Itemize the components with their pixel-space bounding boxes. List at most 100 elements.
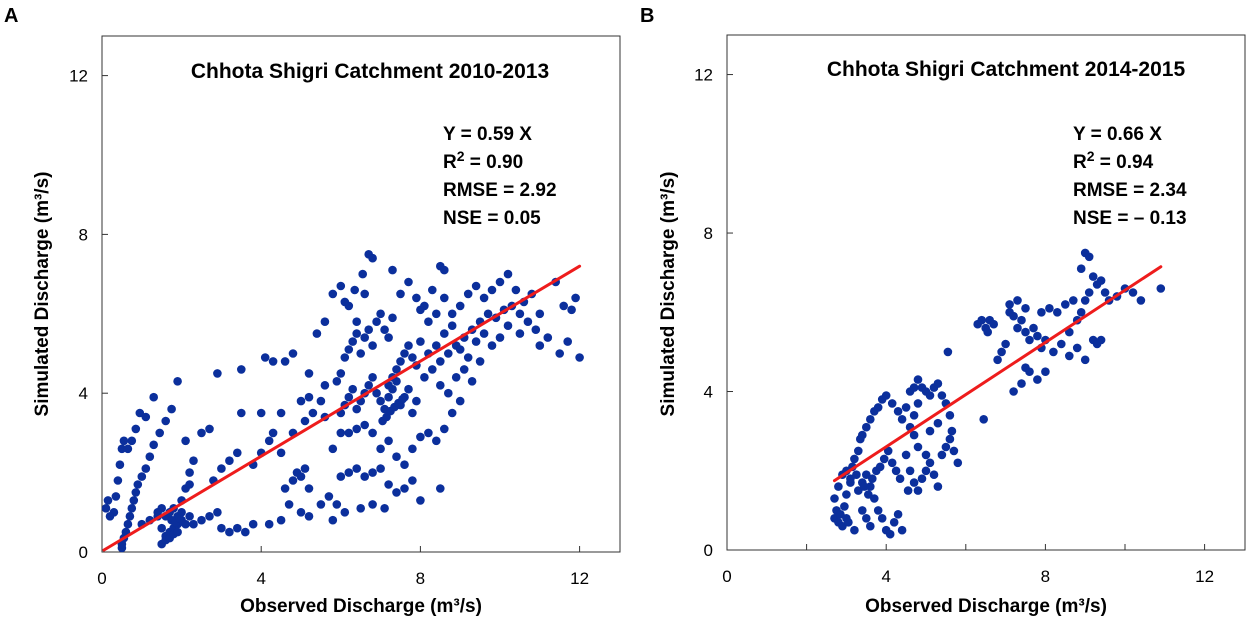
panel-a-data-point	[213, 508, 222, 517]
panel-a-data-point	[455, 396, 465, 406]
panel-a-data-point	[360, 333, 370, 342]
panel-a-data-point	[384, 333, 393, 342]
panel-b-fit-line	[832, 265, 1163, 483]
panel-b-data-point	[860, 482, 869, 491]
panel-b-data-point	[862, 422, 871, 432]
panel-a-data-point	[368, 341, 377, 350]
panel-a-data-point	[127, 504, 137, 513]
panel-b-data-point	[893, 407, 903, 416]
panel-a-data-point	[356, 504, 366, 513]
panel-b-data-point	[1005, 300, 1014, 309]
panel-a-y-tick-label: 4	[79, 384, 88, 403]
panel-b-data-point	[834, 482, 843, 491]
panel-b-stat-equation: Y = 0.66 X	[1073, 124, 1162, 145]
panel-b-data-point	[1001, 339, 1010, 349]
panel-a-data-point	[288, 476, 298, 485]
panel-a-data-point	[217, 464, 226, 473]
panel-a-data-point	[384, 480, 393, 489]
panel-a-title: Chhota Shigri Catchment 2010-2013	[191, 60, 549, 83]
panel-a-data-point	[205, 424, 214, 434]
panel-a-data-point	[376, 309, 385, 319]
panel-b-data-point	[887, 399, 897, 408]
panel-b-data-point	[1096, 276, 1106, 285]
panel-b-data-point	[887, 458, 897, 468]
panel-a-data-point	[264, 436, 274, 446]
panel-b-data-point	[909, 478, 919, 487]
panel-a-data-point	[284, 500, 294, 509]
panel-a-data-point	[320, 381, 330, 390]
panel-a-x-tick-label: 4	[256, 569, 265, 588]
panel-a-data-point	[155, 428, 164, 438]
panel-a-x-tick-label: 0	[97, 569, 106, 588]
panel-b-data-point	[854, 446, 863, 456]
panel-a-data-point	[332, 500, 342, 509]
panel-a-data-point	[344, 468, 354, 477]
panel-a-data-point	[451, 373, 461, 382]
panel-b-data-point	[1049, 347, 1058, 357]
panel-a-stat-r2: R2 = 0.90	[443, 148, 523, 173]
panel-a-data-point	[428, 285, 437, 295]
panel-a-data-point	[503, 321, 513, 331]
panel-a-data-point	[141, 464, 151, 473]
panel-a-data-point	[344, 428, 354, 438]
panel-a-data-point	[197, 515, 206, 525]
panel-a-data-point	[412, 293, 421, 303]
panel-b-data-point	[830, 494, 839, 503]
panel-b-x-tick-label: 8	[1041, 567, 1050, 586]
panel-a-data-point	[400, 484, 409, 493]
panel-a-letter: A	[4, 5, 18, 27]
panel-b-data-point	[1021, 363, 1030, 373]
panel-a-data-point	[408, 444, 417, 454]
panel-b-data-point	[945, 434, 955, 444]
panel-b-data-point	[1037, 308, 1046, 317]
panel-a-data-point	[123, 519, 133, 529]
panel-a-data-point	[129, 496, 139, 505]
panel-a-data-point	[308, 408, 318, 418]
panel-b-data-point	[1076, 308, 1086, 317]
panel-a-data-point	[463, 289, 473, 299]
panel-b-data-point	[1156, 284, 1166, 293]
panel-b-axes: 0 4 8 12 0 4 8 12	[694, 66, 1214, 586]
panel-a-data-point	[145, 452, 155, 462]
panel-a-data-point	[233, 448, 242, 458]
panel-a-data-point	[248, 519, 258, 529]
panel-a-data-point	[440, 424, 449, 434]
panel-b-data-point	[909, 383, 919, 392]
panel-b-data-point	[883, 446, 893, 456]
panel-b-data-point	[1029, 323, 1038, 333]
panel-a-data-point	[181, 519, 190, 529]
panel-a-data-point	[416, 432, 425, 442]
panel-a-data-point	[376, 444, 385, 454]
panel-a-x-tick-label: 12	[570, 569, 589, 588]
panel-a-data-point	[256, 408, 266, 418]
panel-b-data-point	[917, 474, 927, 484]
panel-a-data-point	[296, 508, 306, 517]
panel-a-y-tick-label: 12	[69, 67, 88, 86]
panel-b-data-point	[913, 375, 923, 384]
panel-a-data-point	[436, 484, 445, 493]
panel-a-data-point	[447, 321, 457, 331]
panel-a-data-point	[185, 480, 194, 489]
panel-a-data-point	[352, 404, 362, 414]
panel-b-data-point	[864, 490, 873, 499]
panel-a-data-point	[567, 305, 576, 315]
panel-b-data-point	[977, 315, 986, 325]
panel-b-data-point	[1128, 288, 1138, 297]
panel-b-data-point	[943, 347, 953, 357]
panel-b-data-point	[1041, 367, 1050, 377]
panel-a-data-point	[300, 464, 310, 473]
panel-b-data-point	[866, 482, 875, 491]
panel-a-data-point	[133, 480, 143, 489]
panel-a-data-point	[436, 381, 445, 390]
panel-a-data-point	[432, 341, 441, 350]
panel-b-data-point	[891, 466, 901, 476]
panel-b-letter: B	[640, 5, 654, 27]
panel-a-data-point	[416, 496, 425, 505]
panel-a-data-point	[559, 301, 568, 311]
panel-b-x-axis-label: Observed Discharge (m³/s)	[865, 596, 1107, 617]
panel-b-data-point	[1017, 379, 1026, 388]
panel-a-data-point	[304, 392, 314, 402]
panel-a-data-point	[340, 297, 350, 307]
panel-a-data-point	[368, 428, 377, 438]
panel-b-data-point	[1017, 315, 1026, 325]
